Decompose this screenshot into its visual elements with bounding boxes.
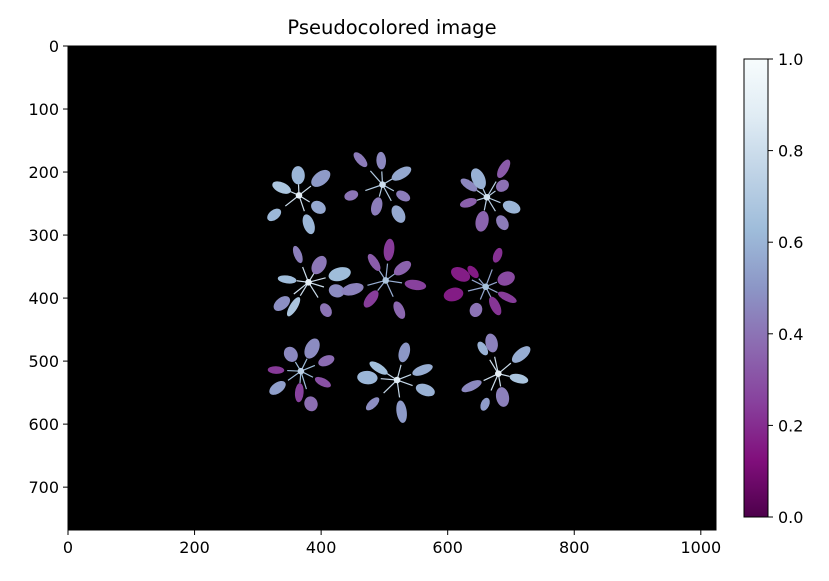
colorbar-tick-label: 0.4 bbox=[778, 325, 803, 344]
plant-7 bbox=[267, 338, 335, 412]
plot-frame bbox=[67, 45, 717, 531]
plant-rosettes bbox=[267, 151, 531, 423]
chart-title: Pseudocolored image bbox=[287, 16, 496, 39]
y-tick-label: 700 bbox=[28, 478, 59, 497]
plant-4 bbox=[273, 245, 351, 317]
y-tick-label: 300 bbox=[28, 226, 59, 245]
x-tick-label: 0 bbox=[63, 538, 73, 557]
colorbar-tick-label: 0.0 bbox=[778, 508, 803, 527]
y-tick-label: 0 bbox=[49, 37, 59, 56]
colorbar-tick-label: 0.6 bbox=[778, 233, 803, 252]
plant-3 bbox=[459, 159, 521, 232]
plant-5 bbox=[341, 238, 427, 319]
plant-1 bbox=[267, 166, 331, 235]
x-tick-label: 200 bbox=[179, 538, 210, 557]
x-tick-label: 600 bbox=[432, 538, 463, 557]
x-tick-label: 800 bbox=[559, 538, 590, 557]
plant-9 bbox=[461, 333, 531, 411]
colorbar-tick-label: 1.0 bbox=[778, 50, 803, 69]
x-tick-label: 400 bbox=[306, 538, 337, 557]
y-tick-label: 500 bbox=[28, 352, 59, 371]
x-tick-label: 1000 bbox=[680, 538, 721, 557]
colorbar-tick-label: 0.8 bbox=[778, 142, 803, 161]
y-tick-label: 100 bbox=[28, 100, 59, 119]
colorbar-tick-label: 0.2 bbox=[778, 416, 803, 435]
x-axis: 0 200 400 600 800 1000 bbox=[63, 530, 721, 557]
colorbar-axis: 0.0 0.2 0.4 0.6 0.8 1.0 bbox=[768, 50, 803, 527]
plant-2 bbox=[344, 151, 412, 223]
plant-8 bbox=[357, 342, 435, 423]
y-tick-label: 400 bbox=[28, 289, 59, 308]
colorbar bbox=[743, 58, 769, 518]
y-axis: 0 100 200 300 400 500 600 700 bbox=[28, 37, 68, 497]
y-tick-label: 600 bbox=[28, 415, 59, 434]
image-area bbox=[68, 46, 716, 530]
plant-6 bbox=[443, 247, 517, 317]
y-tick-label: 200 bbox=[28, 163, 59, 182]
